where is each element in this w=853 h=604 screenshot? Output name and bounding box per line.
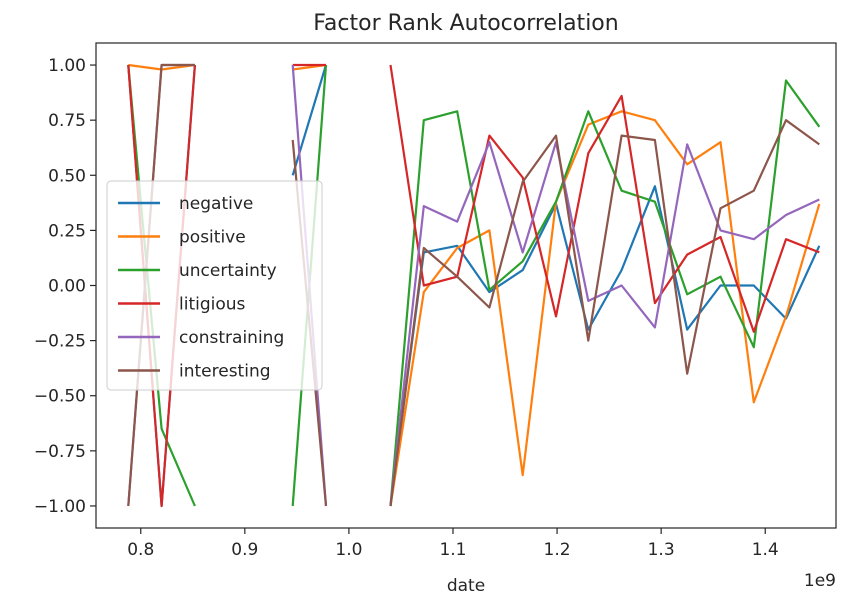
y-tick-label: 0.75 bbox=[48, 111, 86, 131]
legend-label-negative: negative bbox=[179, 194, 253, 214]
legend-label-constraining: constraining bbox=[179, 328, 284, 348]
x-tick-label: 1.0 bbox=[335, 540, 362, 560]
x-tick-label: 1.3 bbox=[648, 540, 675, 560]
x-axis-offset-label: 1e9 bbox=[804, 571, 836, 591]
x-tick-label: 1.4 bbox=[752, 540, 779, 560]
legend-label-interesting: interesting bbox=[179, 362, 271, 382]
legend-label-positive: positive bbox=[179, 228, 246, 248]
legend: negative positive uncertainty litigious cons… bbox=[106, 180, 323, 391]
chart-title: Factor Rank Autocorrelation bbox=[313, 11, 618, 36]
x-tick-label: 0.9 bbox=[231, 540, 258, 560]
x-axis-ticks: 0.8 0.9 1.0 1.1 1.2 1.3 1.4 bbox=[127, 528, 779, 560]
y-tick-label: 0.25 bbox=[48, 221, 86, 241]
y-tick-label: 0.00 bbox=[48, 277, 86, 297]
plot-frame bbox=[95, 42, 837, 529]
legend-label-uncertainty: uncertainty bbox=[179, 261, 277, 281]
x-axis-label: date bbox=[447, 576, 485, 596]
y-tick-label: −0.25 bbox=[34, 332, 86, 352]
legend-box bbox=[106, 180, 323, 391]
x-tick-label: 1.1 bbox=[439, 540, 466, 560]
x-tick-label: 0.8 bbox=[127, 540, 154, 560]
y-tick-label: 1.00 bbox=[48, 56, 86, 76]
y-tick-label: −0.50 bbox=[34, 387, 86, 407]
y-tick-label: −0.75 bbox=[34, 442, 86, 462]
y-axis-ticks: 1.00 0.75 0.50 0.25 0.00 −0.25 −0.50 −0.75 −1.00 bbox=[34, 56, 96, 517]
y-tick-label: 0.50 bbox=[48, 166, 86, 186]
legend-label-litigious: litigious bbox=[179, 295, 246, 315]
x-tick-label: 1.2 bbox=[544, 540, 571, 560]
y-tick-label: −1.00 bbox=[34, 497, 86, 517]
